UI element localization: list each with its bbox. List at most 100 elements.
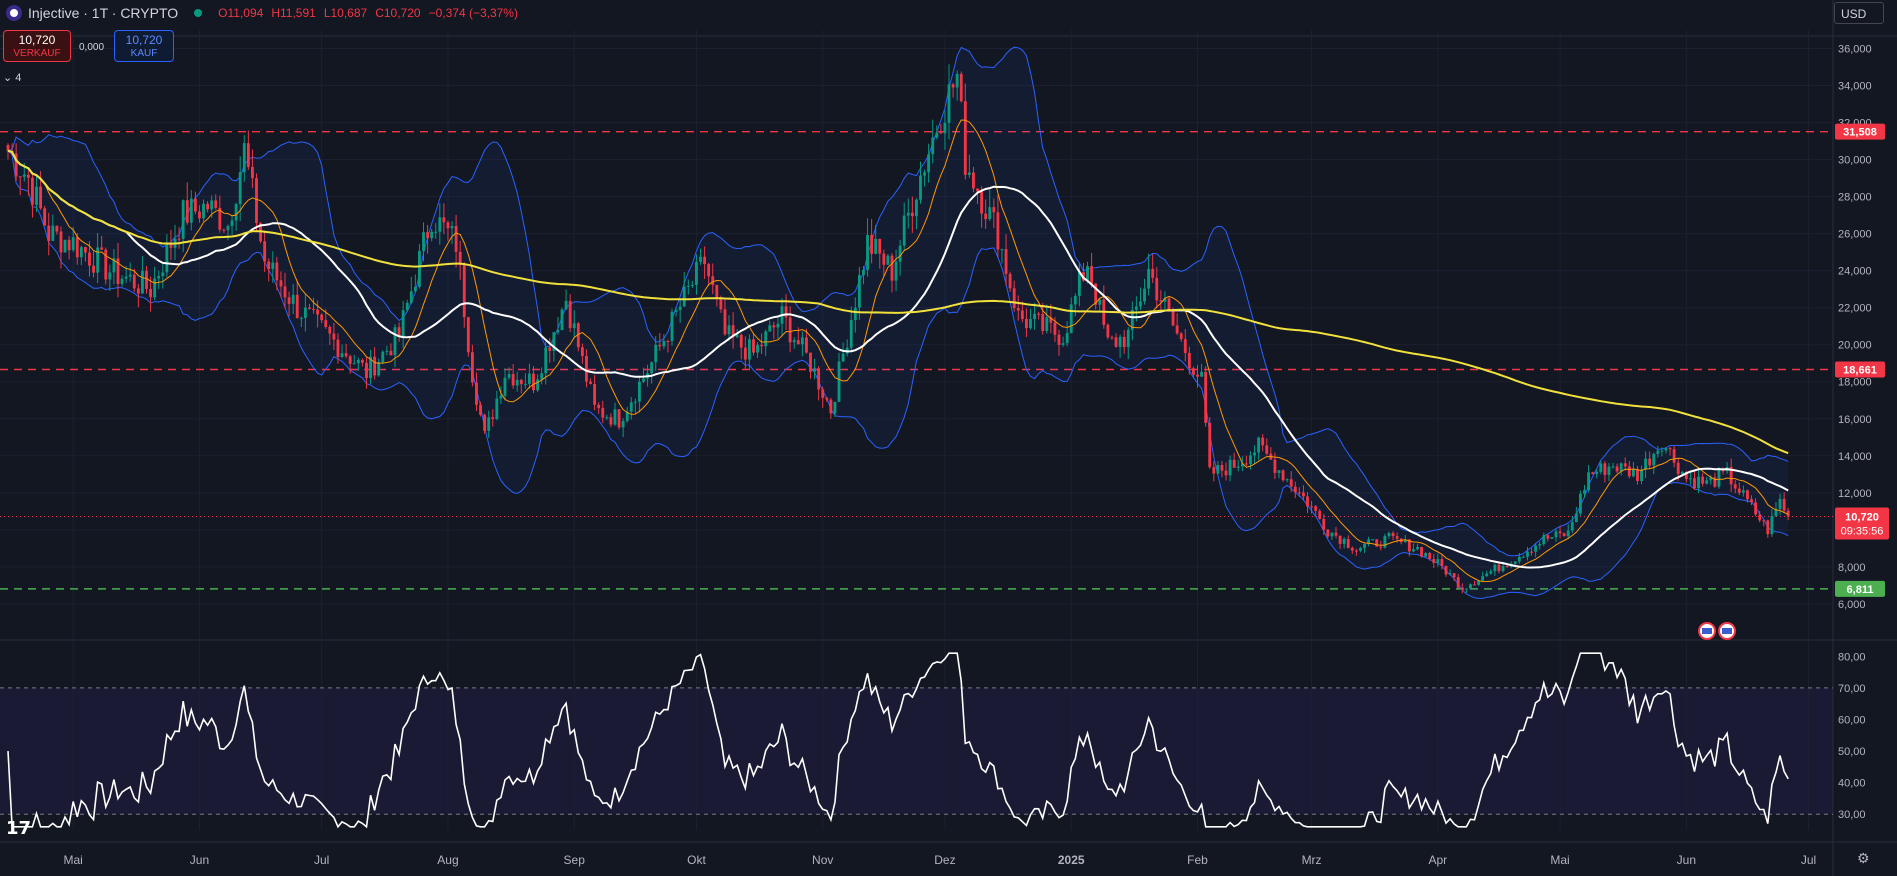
ma-fast-line: [7, 119, 1789, 583]
symbol-title[interactable]: Injective · 1T · CRYPTO: [28, 5, 179, 21]
candle-body: [878, 238, 882, 254]
candle-body: [764, 331, 768, 347]
candle: [1668, 446, 1672, 456]
candle-body: [487, 417, 491, 431]
candle: [157, 270, 161, 290]
candle-body: [328, 327, 332, 334]
candle: [499, 386, 503, 405]
candle-body: [1196, 374, 1199, 377]
candle: [1705, 476, 1709, 485]
candle: [1550, 536, 1554, 539]
candle: [1664, 447, 1668, 454]
candle: [931, 119, 935, 164]
candle-body: [560, 309, 564, 331]
candle: [1281, 469, 1285, 482]
gear-icon[interactable]: ⚙: [1857, 850, 1870, 866]
candle: [833, 401, 837, 418]
candle: [629, 397, 633, 420]
candle-body: [1024, 319, 1028, 329]
candle: [731, 312, 735, 349]
ohlc-change: −0,374 (−3,37%): [428, 6, 518, 20]
indicator-toggle[interactable]: ⌄ 4: [3, 72, 22, 84]
candle-body: [613, 409, 617, 425]
candle: [1440, 554, 1444, 570]
candle-body: [1236, 466, 1240, 468]
candle: [1232, 452, 1236, 468]
buy-button[interactable]: 10,720 KAUF: [114, 30, 174, 62]
candle: [747, 334, 751, 370]
candle: [572, 310, 576, 339]
candle: [1452, 572, 1456, 581]
us-flag-event-icon[interactable]: [1698, 622, 1716, 640]
candle-body: [1122, 336, 1126, 348]
candle: [1065, 321, 1069, 347]
candle: [234, 202, 238, 231]
candle-body: [589, 381, 592, 384]
candle-body: [43, 208, 47, 226]
candle-body: [470, 352, 474, 383]
candle-body: [1232, 459, 1236, 468]
candle: [145, 265, 148, 294]
candle: [617, 408, 621, 430]
candle-body: [450, 225, 454, 229]
candle-body: [132, 274, 136, 289]
candle-body: [910, 212, 914, 217]
candle-body: [1285, 479, 1289, 481]
candle: [328, 325, 332, 345]
candle: [666, 339, 670, 353]
candle: [1216, 460, 1220, 475]
candle: [686, 279, 690, 295]
candle-body: [735, 334, 739, 338]
candle-body: [1192, 368, 1195, 375]
time-tick-label: Nov: [812, 853, 833, 867]
sell-button[interactable]: 10,720 VERKAUF: [3, 30, 71, 62]
us-flag-event-icon[interactable]: [1718, 622, 1736, 640]
candle-body: [1354, 550, 1358, 552]
candle: [1057, 329, 1061, 356]
candle-body: [1782, 498, 1786, 511]
candle: [222, 228, 226, 233]
candle-body: [1538, 544, 1542, 546]
candle-body: [1118, 336, 1122, 347]
candle-body: [633, 401, 637, 403]
candle-body: [230, 220, 234, 227]
buy-label: KAUF: [130, 48, 158, 59]
candle: [389, 343, 393, 356]
candle: [727, 315, 731, 341]
candle: [1139, 287, 1142, 311]
candle-body: [1440, 559, 1444, 566]
candle-body: [418, 250, 421, 287]
candle: [1285, 478, 1289, 483]
candle: [312, 297, 315, 314]
candle-body: [829, 399, 833, 414]
event-flag-field: [1702, 628, 1712, 634]
candle: [662, 334, 666, 350]
candle: [88, 241, 91, 277]
candle-body: [442, 217, 446, 223]
candle: [1122, 329, 1126, 354]
candle-body: [1587, 472, 1591, 491]
candle: [63, 239, 67, 253]
tradingview-logo-icon[interactable]: 𝟭𝟳: [6, 818, 32, 838]
candle: [1473, 580, 1476, 586]
candle: [1363, 543, 1366, 554]
candle-body: [1754, 502, 1758, 515]
candle-body: [1045, 317, 1049, 331]
candle: [593, 375, 597, 411]
candle-body: [1077, 272, 1081, 296]
candle: [1204, 366, 1208, 427]
candle: [915, 198, 918, 230]
candle-body: [1668, 448, 1672, 450]
candle-body: [536, 379, 540, 391]
price-tick-label: 6,000: [1838, 599, 1866, 611]
candle-body: [479, 404, 482, 415]
candle: [906, 198, 910, 229]
currency-select[interactable]: USD: [1834, 2, 1884, 24]
candle: [1106, 323, 1110, 340]
candle-body: [39, 186, 43, 209]
candle: [1619, 462, 1623, 476]
candle: [1579, 490, 1582, 516]
candle-body: [1607, 466, 1611, 475]
candle-body: [430, 231, 434, 239]
